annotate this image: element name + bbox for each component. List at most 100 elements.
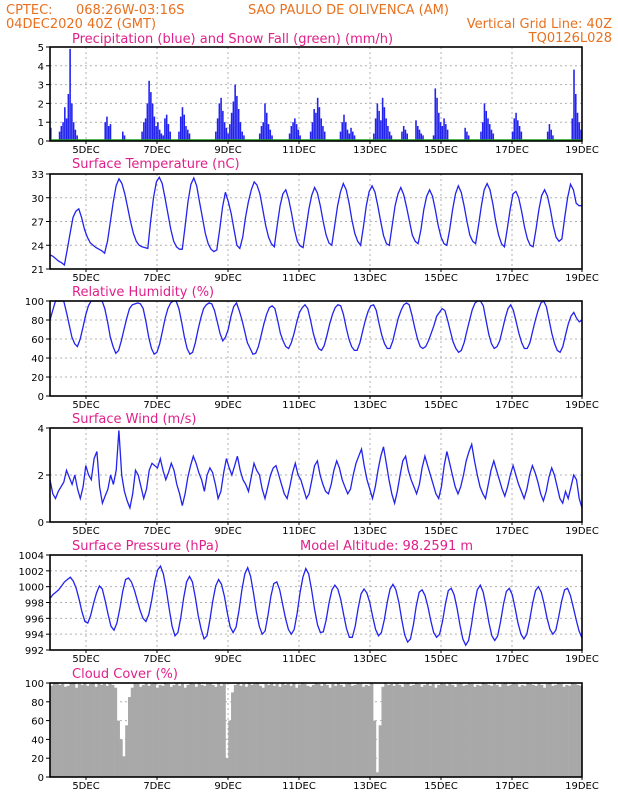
cloud-cover-bar (400, 686, 405, 777)
cloud-frame (49, 682, 583, 778)
x-tick-label: 7DEC (143, 145, 170, 156)
precip-bar (488, 124, 491, 141)
cloud-cover-bar (189, 683, 193, 777)
precip-bar (318, 107, 321, 141)
cloud-cover-bar (63, 686, 68, 777)
precip-bar (578, 122, 581, 141)
precip-bar (167, 124, 170, 141)
precip-bar (295, 124, 298, 141)
precip-bar (374, 118, 377, 141)
precip-bar (467, 135, 470, 141)
cloud-cover-bar (565, 684, 569, 777)
precip-bar (383, 107, 386, 141)
cloud-cover-bar (69, 683, 73, 777)
cloud-cover-bar (261, 687, 265, 777)
cloud-cover-bar (481, 683, 485, 777)
header-grid-line: Vertical Grid Line: 40Z (467, 17, 612, 32)
precip-bar (74, 129, 77, 141)
precip-bar (320, 118, 322, 141)
precip-bar (157, 122, 159, 141)
precip-bar (439, 122, 442, 141)
precip-bar (380, 120, 382, 141)
cloud-cover-bar (144, 683, 148, 777)
cloud-cover-bar (141, 684, 146, 777)
cloud-cover-bar (108, 683, 112, 777)
cloud-cover-bar (342, 686, 346, 777)
cloud-cover-bar (442, 683, 446, 777)
cloud-cover-bar (378, 725, 382, 777)
precip-bar (343, 114, 345, 141)
precip-bar (179, 116, 182, 141)
cloud-cover-bar (150, 683, 154, 777)
cloud-cover-bar (231, 692, 235, 777)
precip-bar (288, 133, 291, 141)
precip-bar (571, 118, 574, 141)
y-tick-label: 0 (38, 137, 44, 148)
x-tick-label: 17DEC (495, 781, 529, 792)
precip-bar (58, 131, 61, 141)
precip-bar (185, 126, 187, 141)
cloud-cover-bar (573, 683, 577, 777)
y-tick-label: 2 (38, 99, 44, 110)
cloud-cover-bar (428, 685, 432, 777)
precip-bar (155, 126, 157, 141)
x-tick-label: 15DEC (424, 781, 458, 792)
precip-bar (432, 135, 435, 141)
x-tick-label: 19DEC (565, 781, 599, 792)
pres-title: Surface Pressure (hPa) (72, 539, 219, 554)
header-station: SAO PAULO DE OLIVENCA (AM) (248, 3, 449, 18)
precip-bar (153, 116, 156, 141)
precip-bar (416, 126, 419, 141)
x-tick-label: 15DEC (424, 273, 458, 284)
precip-bar (164, 118, 166, 141)
precip-bar (265, 112, 268, 141)
cloud-cover-bar (367, 685, 371, 777)
cloud-cover-bar (437, 684, 441, 777)
precip-bar (62, 122, 64, 141)
precip-bar (315, 112, 317, 141)
precip-bar (387, 126, 389, 141)
y-tick-label: 24 (31, 241, 44, 252)
cloud-cover-bar (515, 683, 519, 777)
rh-panel: 0 20 40 60 80 100 5DEC 7DEC 9DEC 11DEC 13DEC 15DEC 1… (25, 285, 599, 411)
cloud-cover-bar (102, 683, 107, 777)
cloud-cover-bar (328, 687, 332, 777)
cloud-cover-bar (317, 683, 321, 777)
precip-bar (143, 122, 145, 141)
y-tick-label: 100 (25, 297, 44, 308)
y-tick-label: 996 (25, 614, 44, 625)
precip-bar (323, 131, 326, 141)
cloud-cover-bar (504, 683, 508, 777)
precip-bar (481, 122, 484, 141)
precip-bar (151, 103, 154, 141)
y-tick-label: 33 (31, 170, 44, 181)
precip-bar (378, 110, 380, 141)
cloud-cover-bar (392, 685, 396, 777)
cloud-cover-bar (353, 684, 357, 777)
x-tick-label: 17DEC (495, 654, 529, 665)
x-tick-label: 15DEC (424, 145, 458, 156)
cloud-cover-bar (414, 683, 418, 777)
cloud-cover-bar (194, 686, 198, 777)
cloud-cover-bar (94, 686, 98, 777)
cloud-cover-bar (272, 685, 276, 777)
x-tick-label: 13DEC (353, 145, 387, 156)
precip-bar (229, 124, 231, 141)
cloud-cover-bar (158, 684, 162, 777)
y-tick-label: 100 (25, 679, 44, 690)
cloud-cover-bar (88, 683, 93, 777)
cloud-cover-bar (540, 684, 544, 777)
precip-bar (239, 122, 242, 141)
cloud-cover-bar (169, 686, 173, 777)
y-tick-label: 0 (38, 392, 44, 403)
cloud-cover-bar (242, 683, 246, 777)
cloud-cover-bar (364, 684, 368, 777)
cloud-cover-bar (72, 683, 76, 777)
precip-bar (573, 69, 575, 141)
y-tick-label: 992 (25, 646, 44, 657)
precip-bar (178, 131, 180, 141)
x-tick-label: 11DEC (282, 526, 316, 537)
cloud-cover-bar (225, 758, 229, 777)
cloud-cover-bar (250, 684, 254, 777)
cloud-cover-bar (453, 686, 457, 777)
